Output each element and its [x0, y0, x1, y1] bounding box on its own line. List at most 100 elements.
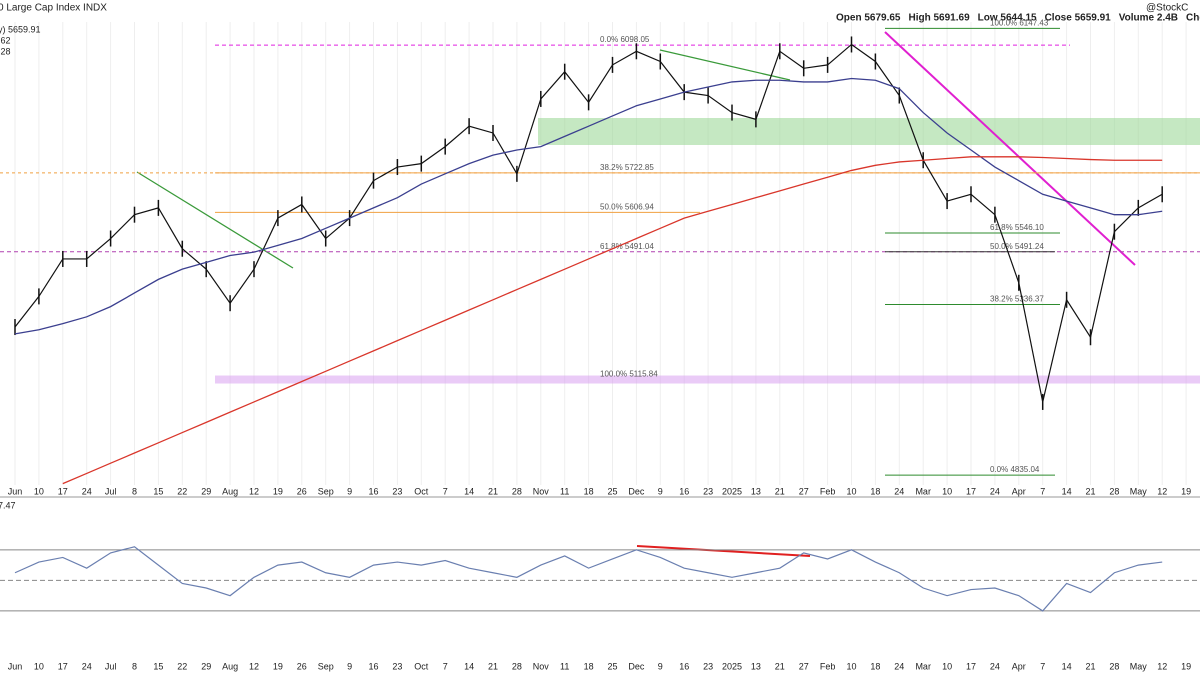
- fib-label: 0.0% 6098.05: [600, 35, 650, 44]
- x-tick-label: 24: [990, 661, 1000, 671]
- x-tick-label: 10: [34, 486, 44, 496]
- x-tick-label: 21: [775, 661, 785, 671]
- fib-band: [215, 375, 1200, 384]
- trendline: [659, 49, 791, 81]
- x-tick-label: 15: [153, 486, 163, 496]
- fib-label: 0.0% 4835.04: [990, 465, 1040, 474]
- x-tick-label: 12: [1157, 661, 1167, 671]
- x-tick-label: Apr: [1012, 661, 1026, 671]
- x-tick-label: 24: [894, 486, 904, 496]
- x-tick-label: Sep: [318, 486, 334, 496]
- x-tick-label: 8: [132, 486, 137, 496]
- series-line: [14, 77, 1163, 335]
- x-tick-label: May: [1130, 661, 1148, 671]
- x-tick-label: 24: [82, 661, 92, 671]
- x-tick-label: Mar: [915, 486, 931, 496]
- x-tick-label: 17: [966, 661, 976, 671]
- quote-field: High 5691.69: [908, 13, 970, 24]
- x-tick-label: 9: [347, 661, 352, 671]
- x-tick-label: Oct: [414, 486, 429, 496]
- x-tick-label: 21: [1085, 486, 1095, 496]
- x-tick-label: 24: [990, 486, 1000, 496]
- x-tick-label: May: [1130, 486, 1148, 496]
- x-tick-label: Feb: [820, 661, 836, 671]
- x-tick-label: 26: [297, 486, 307, 496]
- quote-field: Volume 2.4B: [1119, 13, 1178, 24]
- quote-field: Close 5659.91: [1045, 13, 1112, 24]
- x-tick-label: 28: [1109, 661, 1119, 671]
- x-tick-label: 28: [1109, 486, 1119, 496]
- x-tick-label: Aug: [222, 486, 238, 496]
- x-tick-label: 28: [512, 486, 522, 496]
- x-tick-label: 7: [443, 486, 448, 496]
- x-tick-label: 22: [177, 486, 187, 496]
- x-tick-label: 9: [347, 486, 352, 496]
- x-tick-label: 12: [1157, 486, 1167, 496]
- x-tick-label: 25: [607, 486, 617, 496]
- x-tick-label: 14: [1062, 661, 1072, 671]
- x-tick-label: 19: [1181, 486, 1191, 496]
- x-tick-label: 17: [58, 661, 68, 671]
- x-tick-label: 10: [942, 486, 952, 496]
- x-tick-label: 7: [1040, 661, 1045, 671]
- x-tick-label: 10: [846, 486, 856, 496]
- x-tick-label: 23: [392, 486, 402, 496]
- x-tick-label: Nov: [533, 661, 550, 671]
- x-tick-label: 2025: [722, 486, 742, 496]
- quote-field: Low 5644.15: [978, 13, 1037, 24]
- divergence-line: [636, 545, 811, 557]
- x-tick-label: 27: [799, 661, 809, 671]
- x-tick-label: 29: [201, 661, 211, 671]
- x-tick-label: Jul: [105, 661, 117, 671]
- x-tick-label: 21: [488, 486, 498, 496]
- x-tick-label: Jul: [105, 486, 117, 496]
- x-tick-label: 13: [751, 486, 761, 496]
- x-tick-label: 19: [1181, 661, 1191, 671]
- x-tick-label: 10: [942, 661, 952, 671]
- quote-field: Open 5679.65: [836, 13, 901, 24]
- x-tick-label: 28: [512, 661, 522, 671]
- x-tick-label: Oct: [414, 661, 429, 671]
- x-tick-label: 15: [153, 661, 163, 671]
- x-tick-label: 26: [297, 661, 307, 671]
- fib-label: 38.2% 5336.37: [990, 295, 1044, 304]
- x-tick-label: 27: [799, 486, 809, 496]
- rsi-label: 7.47: [0, 500, 16, 510]
- fib-label: 100.0% 5115.84: [600, 370, 658, 379]
- x-tick-label: 18: [584, 486, 594, 496]
- x-tick-label: 25: [607, 661, 617, 671]
- x-tick-label: 16: [679, 661, 689, 671]
- x-tick-label: Jun: [8, 486, 23, 496]
- x-tick-label: 21: [775, 486, 785, 496]
- x-tick-label: 13: [751, 661, 761, 671]
- x-tick-label: 18: [584, 661, 594, 671]
- fib-label: 61.8% 5491.04: [600, 242, 654, 251]
- x-tick-label: 11: [560, 661, 569, 671]
- x-tick-label: Dec: [628, 486, 645, 496]
- fib-label: 61.8% 5546.10: [990, 223, 1044, 232]
- x-tick-label: 9: [658, 661, 663, 671]
- x-tick-label: Aug: [222, 661, 238, 671]
- x-tick-label: 23: [703, 661, 713, 671]
- x-tick-label: 2025: [722, 661, 742, 671]
- x-tick-label: 9: [658, 486, 663, 496]
- x-tick-label: 24: [894, 661, 904, 671]
- x-tick-label: 23: [392, 661, 402, 671]
- x-tick-label: 7: [443, 661, 448, 671]
- x-tick-label: 7: [1040, 486, 1045, 496]
- x-tick-label: 14: [464, 486, 474, 496]
- quote-field: Chg -4.03: [1186, 13, 1200, 24]
- x-tick-label: 14: [464, 661, 474, 671]
- x-tick-label: Mar: [915, 661, 931, 671]
- x-tick-label: 14: [1062, 486, 1072, 496]
- x-tick-label: Sep: [318, 661, 334, 671]
- x-tick-label: 12: [249, 661, 259, 671]
- x-tick-label: 10: [846, 661, 856, 671]
- x-tick-label: Jun: [8, 661, 23, 671]
- x-tick-label: 22: [177, 661, 187, 671]
- x-tick-label: 12: [249, 486, 259, 496]
- x-tick-label: Dec: [628, 661, 645, 671]
- x-tick-label: 29: [201, 486, 211, 496]
- fib-label: 100.0% 6147.43: [990, 18, 1049, 27]
